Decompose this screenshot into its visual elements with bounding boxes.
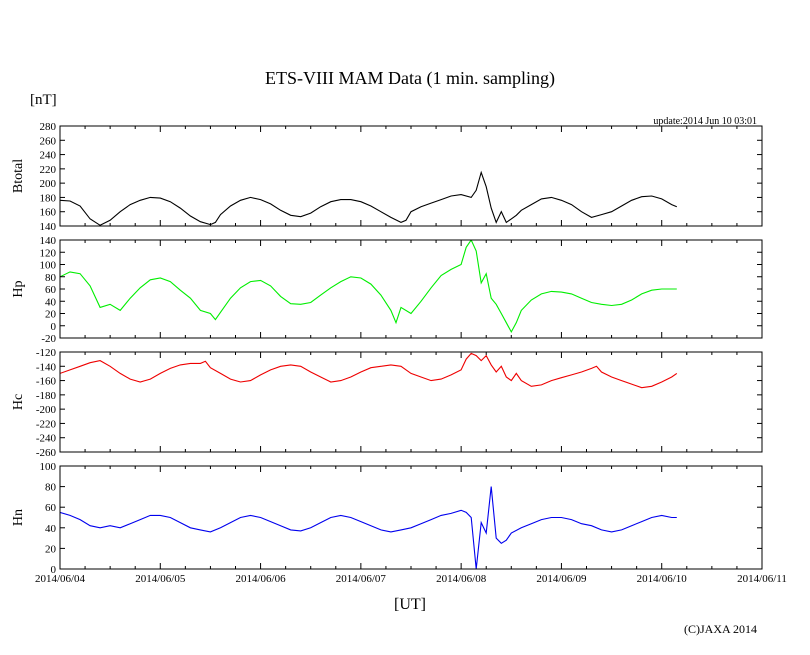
y-tick-label: -240 [36,433,57,445]
update-label: update:2014 Jun 10 03:01 [653,116,757,127]
y-tick-label: 280 [40,121,57,133]
panel-hn: 0 20 40 60 80 100 Hn 2014/06/04 2014/06/05 2014/0… [11,461,787,585]
y-tick-label: -140 [36,361,57,373]
copyright: (C)JAXA 2014 [684,622,757,636]
x-tick-label: 2014/06/09 [536,573,587,585]
panel-frame [59,465,763,570]
y-tick-label: 60 [45,284,57,296]
x-tick-label: 2014/06/06 [236,573,287,585]
series-line-hn [60,486,677,569]
y-tick-label: 40 [45,523,57,535]
y-tick-label: -260 [36,447,57,459]
y-tick-label: 80 [45,272,57,284]
y-tick-label: 0 [51,321,57,333]
panel-frame [59,239,763,339]
y-tick-label: 100 [40,461,57,473]
y-tick-label: 60 [45,502,57,514]
y-tick-label: -20 [41,333,56,345]
y-tick-label: 120 [40,247,57,259]
y-tick-label: 100 [40,260,57,272]
y-tick-label: 140 [40,235,57,247]
chart-title: ETS-VIII MAM Data (1 min. sampling) [265,68,555,89]
y-tick-label: 20 [45,543,57,555]
y-axis-label: Hc [11,394,26,410]
y-axis-label: Hp [11,280,26,297]
x-tick-label: 2014/06/08 [436,573,487,585]
y-tick-label: 220 [40,164,57,176]
y-axis-label: Hn [11,509,26,526]
y-tick-label: 40 [45,296,57,308]
y-tick-label: 140 [40,221,57,233]
y-tick-label: 0 [51,564,57,576]
series-line-btotal [60,170,678,226]
y-tick-label: 20 [45,309,57,321]
series-line-hc [60,352,678,389]
y-tick-label: 260 [40,135,57,147]
y-tick-label: 160 [40,207,57,219]
unit-label: [nT] [30,92,57,108]
panel-frame [59,351,763,453]
panel-hc: -260 -240 -220 -200 -180 -160 -140 -120 Hc [11,347,763,459]
y-tick-label: -180 [36,390,57,402]
x-axis-label: [UT] [394,596,426,613]
y-tick-label: 200 [40,178,57,190]
panel-frame [59,125,763,227]
y-tick-label: 240 [40,150,57,162]
x-tick-label: 2014/06/07 [336,573,387,585]
y-tick-label: -200 [36,404,57,416]
x-tick-label: 2014/06/04 [35,573,86,585]
y-tick-label: -120 [36,347,57,359]
x-tick-label: 2014/06/11 [737,573,787,585]
series-line-hp [60,240,677,334]
panels: 140160180200220240260280Btotal-200204060… [11,121,787,585]
y-tick-label: 80 [45,482,57,494]
y-tick-label: 180 [40,192,57,204]
y-tick-label: -220 [36,418,57,430]
y-tick-label: -160 [36,376,57,388]
panel-btotal: 140 160 180 200 220 240 260 280 Btotal [11,121,763,233]
y-axis-label: Btotal [11,159,26,193]
x-tick-label: 2014/06/10 [637,573,688,585]
x-tick-label: 2014/06/05 [135,573,186,585]
